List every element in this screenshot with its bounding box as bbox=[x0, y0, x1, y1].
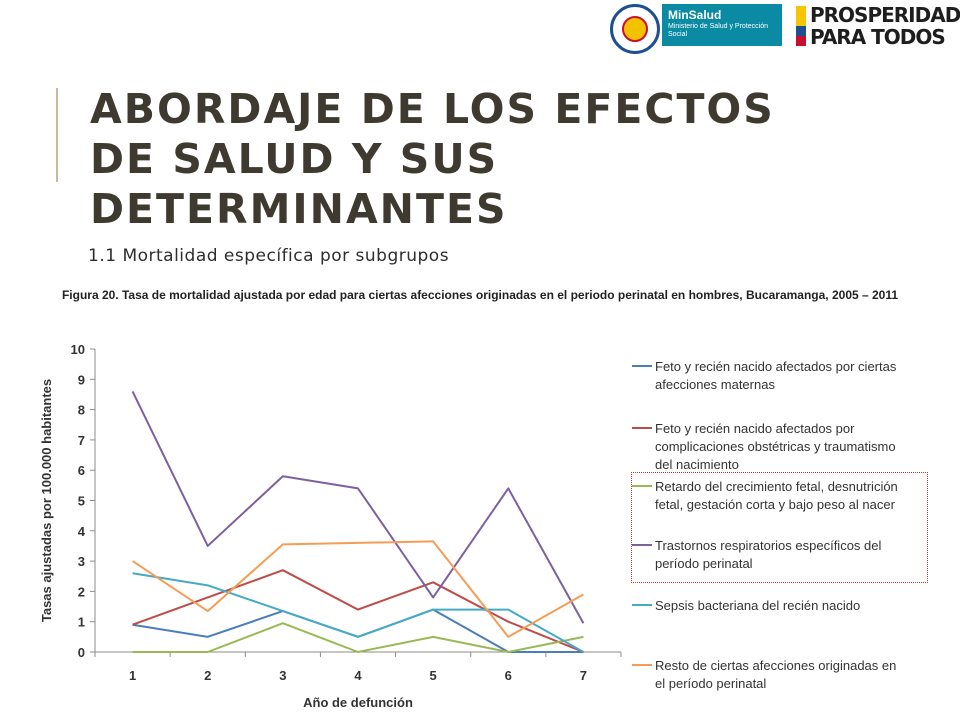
y-tick-label: 3 bbox=[78, 554, 85, 569]
minsalud-logo: MinSalud Ministerio de Salud y Protecció… bbox=[662, 4, 782, 46]
x-tick-label: 7 bbox=[580, 668, 587, 683]
y-tick-label: 10 bbox=[71, 342, 85, 357]
prosperidad-logo-line2: PARA TODOS bbox=[810, 25, 946, 49]
y-tick-label: 6 bbox=[78, 463, 85, 478]
prosperidad-para-todos-logo: PROSPERIDAD PARA TODOS bbox=[796, 3, 960, 49]
y-tick-label: 8 bbox=[78, 403, 85, 418]
slide-subtitle: 1.1 Mortalidad específica por subgrupos bbox=[88, 246, 450, 266]
legend-label-2: Feto y recién nacido afectados por compli… bbox=[655, 421, 896, 472]
x-axis-label: Año de defunción bbox=[303, 695, 413, 710]
x-tick-label: 3 bbox=[279, 668, 286, 683]
escudo-colombia-logo bbox=[610, 4, 660, 54]
legend-label-3: Retardo del crecimiento fetal, desnutric… bbox=[655, 479, 898, 512]
series-line-6 bbox=[132, 540, 584, 638]
y-tick-label: 7 bbox=[78, 433, 85, 448]
legend-label-6: Resto de ciertas afecciones originadas e… bbox=[655, 658, 896, 691]
legend-label-1: Feto y recién nacido afectados por ciert… bbox=[655, 359, 897, 392]
y-tick-label: 9 bbox=[78, 372, 85, 387]
x-tick-label: 5 bbox=[430, 668, 437, 683]
title-accent-bar bbox=[56, 88, 58, 182]
legend-label-4: Trastornos respiratorios específicos del… bbox=[655, 538, 882, 571]
y-tick-label: 1 bbox=[78, 615, 85, 630]
y-tick-label: 4 bbox=[78, 524, 86, 539]
y-tick-label: 5 bbox=[78, 494, 85, 509]
minsalud-logo-name: MinSalud bbox=[668, 8, 722, 22]
x-tick-label: 2 bbox=[204, 668, 211, 683]
series-line-1 bbox=[132, 608, 584, 653]
y-tick-label: 0 bbox=[78, 645, 85, 660]
series-line-4 bbox=[131, 390, 585, 624]
slide-title: ABORDAJE DE LOS EFECTOS DE SALUD Y SUS D… bbox=[90, 85, 775, 233]
series-line-3 bbox=[132, 622, 584, 653]
figure-title: Figura 20. Tasa de mortalidad ajustada p… bbox=[61, 288, 899, 302]
x-tick-label: 1 bbox=[129, 668, 136, 683]
legend-highlight-box bbox=[631, 472, 928, 583]
mortality-line-chart: 0 1 2 3 4 5 6 7 8 9 10 1 2 3 4 5 6 7 Año de defunción Tasas… bbox=[39, 342, 898, 710]
legend-label-5: Sepsis bacteriana del recién nacido bbox=[655, 598, 860, 613]
x-tick-label: 6 bbox=[505, 668, 512, 683]
y-tick-label: 2 bbox=[78, 584, 85, 599]
colombia-flag-icon bbox=[796, 6, 806, 46]
prosperidad-logo-line1: PROSPERIDAD bbox=[810, 3, 960, 27]
minsalud-logo-subtitle: Ministerio de Salud y Protección Social bbox=[668, 23, 768, 38]
x-tick-label: 4 bbox=[354, 668, 362, 683]
series-line-2 bbox=[132, 569, 584, 653]
series-line-5 bbox=[132, 572, 584, 653]
y-axis-label: Tasas ajustadas por 100.000 habitantes bbox=[39, 379, 54, 622]
